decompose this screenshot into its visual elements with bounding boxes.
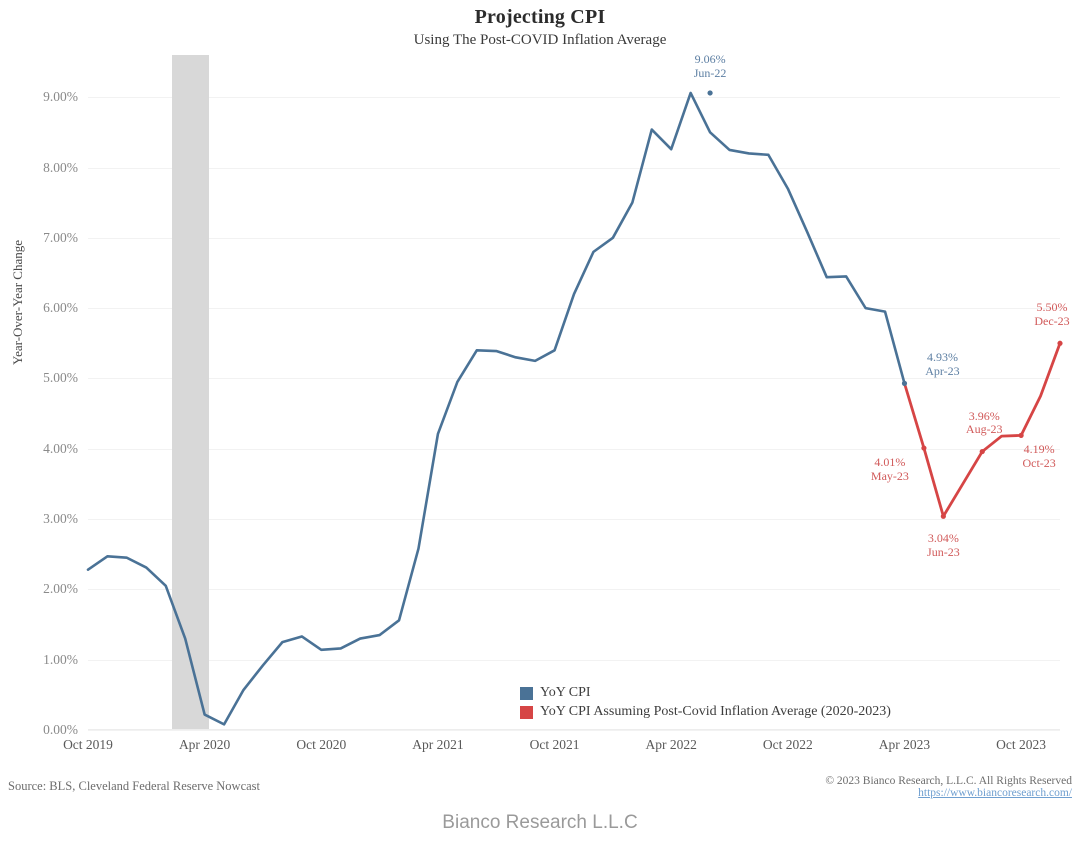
annotation-date: Aug-23: [965, 422, 1003, 437]
gridline: [88, 378, 1060, 380]
annotation-aug-23: 3.96% Aug-23: [965, 408, 1003, 438]
legend-swatch-actual: [520, 686, 533, 700]
data-point-marker: [979, 448, 985, 455]
x-tick-label: Apr 2020: [178, 737, 231, 752]
annotation-date: Oct-23: [1022, 456, 1056, 471]
legend-item-projection: YoY CPI Assuming Post-Covid Inflation Av…: [520, 704, 891, 720]
y-tick-label: 2.00%: [43, 581, 78, 597]
x-tick-label: Oct 2019: [63, 737, 113, 752]
legend-label-actual: YoY CPI: [540, 685, 591, 700]
y-tick-label: 5.00%: [43, 370, 78, 386]
data-point-marker: [1018, 432, 1024, 438]
annotation-date: Jun-23: [927, 545, 960, 560]
annotation-date: Apr-23: [925, 364, 960, 379]
annotation-value: 5.50%: [1036, 300, 1068, 315]
data-point-marker: [707, 90, 713, 96]
annotation-apr-23: 4.93% Apr-23: [925, 351, 959, 379]
gridline: [88, 308, 1060, 310]
gridline: [88, 97, 1060, 99]
annotation-value: 4.93%: [926, 350, 958, 365]
annotation-dec-23: 5.50% Dec-23: [1034, 300, 1070, 329]
x-tick-label: Apr 2022: [645, 737, 697, 752]
gridline: [88, 730, 1060, 731]
gridline: [88, 448, 1060, 450]
data-point-marker: [940, 513, 946, 519]
copyright-text: © 2023 Bianco Research, L.L.C. All Right…: [825, 775, 1072, 787]
legend-label-projection: YoY CPI Assuming Post-Covid Inflation Av…: [540, 704, 891, 719]
x-tick-label: Apr 2021: [412, 737, 464, 752]
y-tick-label: 0.00%: [43, 722, 78, 737]
line-actual-cpi: [86, 91, 906, 726]
y-tick-label: 4.00%: [43, 440, 78, 456]
annotation-date: May-23: [870, 468, 909, 483]
copyright-note: © 2023 Bianco Research, L.L.C. All Right…: [825, 775, 1072, 799]
y-tick-label: 3.00%: [43, 511, 78, 527]
annotation-value: 4.19%: [1023, 442, 1055, 457]
legend-swatch-projection: [520, 705, 533, 719]
page-title: Projecting CPI: [474, 6, 606, 28]
y-tick-label: 6.00%: [43, 300, 78, 316]
y-tick-label: 9.00%: [43, 89, 78, 105]
y-tick-label: 1.00%: [43, 651, 78, 667]
x-tick-label: Apr 2023: [878, 737, 931, 752]
annotation-value: 9.06%: [694, 51, 726, 66]
gridline: [88, 659, 1060, 661]
x-tick-label: Oct 2023: [996, 737, 1047, 752]
annotation-jun-23: 3.04% Jun-23: [927, 531, 960, 560]
gridline: [88, 237, 1060, 239]
y-axis-label: Year-Over-Year Change: [10, 240, 25, 365]
watermark: Bianco Research L.L.C: [442, 812, 638, 833]
gridline: [88, 589, 1060, 591]
gridline: [88, 167, 1060, 169]
series-lines: [86, 90, 1063, 726]
annotation-jun-22: 9.06% Jun-22: [693, 51, 727, 81]
chart-legend: YoY CPI YoY CPI Assuming Post-Covid Infl…: [520, 685, 891, 723]
annotation-value: 3.96%: [968, 408, 1000, 423]
website-link[interactable]: https://www.biancoresearch.com/: [918, 787, 1072, 799]
y-tick-label: 8.00%: [43, 159, 78, 175]
source-note: Source: BLS, Cleveland Federal Reserve N…: [8, 779, 261, 793]
legend-item-actual: YoY CPI: [520, 685, 891, 701]
x-tick-label: Oct 2020: [296, 737, 347, 752]
annotation-date: Dec-23: [1034, 314, 1070, 329]
annotation-value: 3.04%: [927, 531, 959, 546]
x-tick-label: Oct 2022: [762, 737, 813, 752]
x-axis-line: [88, 729, 1060, 730]
data-point-marker: [901, 380, 908, 386]
data-point-marker: [1057, 340, 1063, 346]
gridline: [88, 519, 1060, 521]
plot-area: Year-Over-Year Change 0.00% 1.00% 2.00% 3.0…: [10, 51, 1070, 752]
annotation-value: 4.01%: [874, 455, 906, 470]
y-tick-label: 7.00%: [43, 229, 78, 245]
annotation-oct-23: 4.19% Oct-23: [1022, 443, 1055, 471]
annotation-date: Jun-22: [693, 65, 727, 80]
page-subtitle: Using The Post-COVID Inflation Average: [413, 32, 667, 48]
x-tick-label: Oct 2021: [529, 737, 580, 752]
data-point-marker: [921, 445, 927, 451]
annotation-may-23: 4.01% May-23: [870, 455, 909, 484]
